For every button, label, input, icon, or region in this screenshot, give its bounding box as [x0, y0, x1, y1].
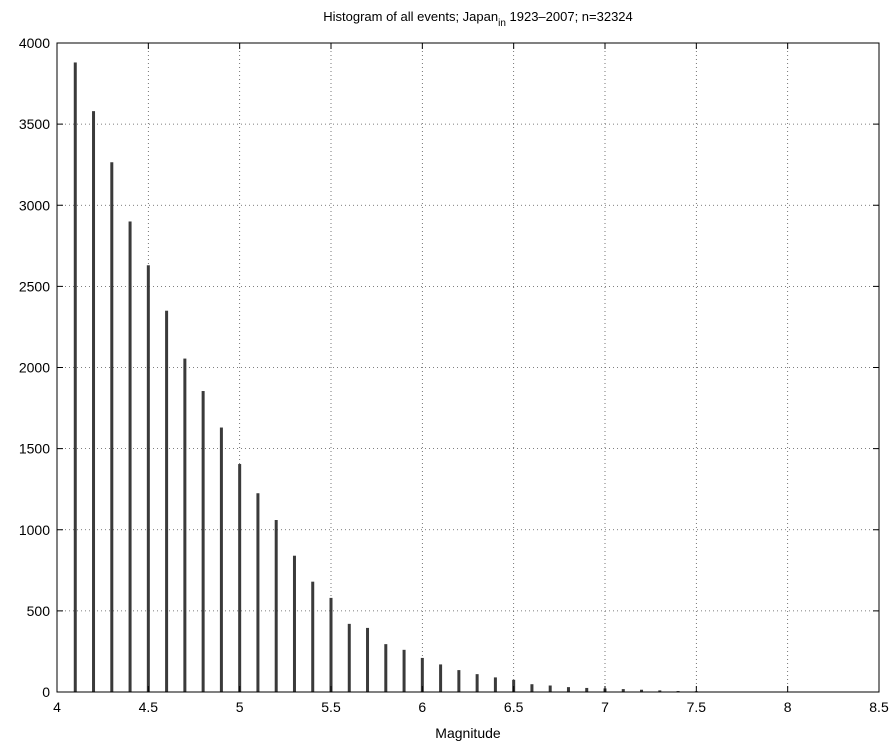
bar-series [73, 62, 826, 693]
histogram-bar [366, 627, 370, 692]
histogram-bar [457, 670, 461, 692]
histogram-bar [420, 657, 424, 692]
x-tick-label: 8 [784, 699, 792, 715]
histogram-bar [128, 221, 132, 693]
y-tick-label: 0 [42, 684, 50, 700]
x-tick-label: 5 [236, 699, 244, 715]
histogram-bar [219, 427, 223, 692]
histogram-bar [274, 520, 278, 692]
histogram-bar [493, 677, 497, 692]
x-axis-label: Magnitude [435, 725, 501, 741]
histogram-bar [402, 649, 406, 692]
histogram-bar [311, 581, 315, 692]
x-tick-labels: 4 4.5 5 5.5 6 6.5 7 7.5 8 8.5 [53, 699, 889, 715]
histogram-bar [292, 555, 296, 692]
x-tick-label: 4 [53, 699, 61, 715]
chart-title: Histogram of all events; Japanin 1923–20… [323, 9, 633, 29]
histogram-bar [347, 623, 351, 692]
histogram-bar [73, 62, 77, 693]
histogram-bar [110, 162, 114, 692]
histogram-bar [183, 358, 187, 692]
plot-area-frame [56, 42, 880, 693]
histogram-bar [92, 111, 96, 692]
y-tick-label: 2500 [19, 278, 50, 294]
histogram-bar [548, 685, 552, 692]
histogram-bar [439, 664, 443, 692]
y-tick-labels: 0 500 1000 1500 2000 2500 3000 3500 4000 [19, 35, 50, 700]
histogram-bar [165, 310, 169, 692]
histogram-bar [329, 597, 333, 692]
histogram-bar [530, 684, 534, 692]
histogram-bar [621, 689, 625, 692]
histogram-bar [585, 687, 589, 692]
x-tick-label: 7 [601, 699, 609, 715]
histogram-bar [512, 679, 516, 692]
histogram-bar [256, 493, 260, 692]
histogram-bar [640, 689, 644, 692]
histogram-bar [384, 644, 388, 692]
histogram-bar [201, 391, 205, 692]
y-tick-label: 2000 [19, 360, 50, 376]
x-tick-label: 5.5 [321, 699, 341, 715]
y-tick-label: 3500 [19, 116, 50, 132]
x-tick-label: 6.5 [504, 699, 524, 715]
y-tick-label: 1500 [19, 441, 50, 457]
x-tick-label: 6 [418, 699, 426, 715]
y-tick-label: 1000 [19, 522, 50, 538]
y-tick-label: 500 [27, 603, 51, 619]
histogram-bar [658, 690, 662, 692]
y-tick-label: 3000 [19, 197, 50, 213]
histogram-bar [146, 265, 150, 692]
x-tick-label: 4.5 [139, 699, 159, 715]
chart-title-subscript: in [498, 18, 506, 29]
grid-lines [57, 43, 879, 692]
histogram-bar [475, 674, 479, 692]
axis-ticks [56, 42, 880, 693]
chart-title-rest: 1923–2007; n=32324 [506, 9, 633, 24]
x-tick-label: 7.5 [687, 699, 707, 715]
histogram-bar [238, 464, 242, 692]
y-tick-label: 4000 [19, 35, 50, 51]
x-tick-label: 8.5 [869, 699, 889, 715]
histogram-bar [566, 687, 570, 692]
chart-title-main: Histogram of all events; Japan [323, 9, 498, 24]
